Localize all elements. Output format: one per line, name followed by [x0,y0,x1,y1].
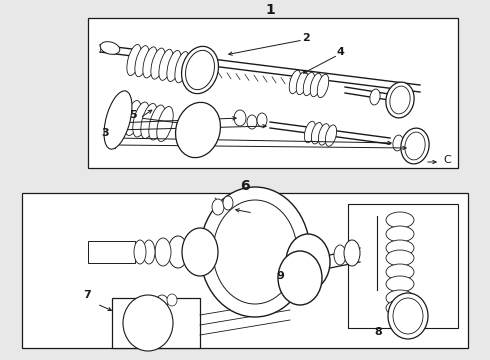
Ellipse shape [181,46,219,94]
Ellipse shape [104,91,132,149]
Ellipse shape [180,107,216,153]
Ellipse shape [393,298,423,334]
Ellipse shape [187,234,213,270]
Bar [88,241,135,263]
Ellipse shape [257,113,267,127]
Ellipse shape [325,125,337,146]
Ellipse shape [386,264,414,280]
Ellipse shape [386,212,414,228]
Ellipse shape [100,42,120,54]
Ellipse shape [334,245,346,265]
Ellipse shape [386,300,414,316]
Ellipse shape [386,276,414,292]
Text: 7: 7 [83,290,91,300]
Ellipse shape [132,327,140,335]
Ellipse shape [144,335,152,343]
Ellipse shape [167,294,177,306]
Text: 5: 5 [129,110,137,120]
Ellipse shape [132,311,140,319]
Bar [88,18,458,168]
Ellipse shape [123,295,173,351]
Ellipse shape [393,135,403,151]
Ellipse shape [303,72,315,96]
Ellipse shape [284,257,316,299]
Ellipse shape [386,290,414,306]
Ellipse shape [286,234,330,290]
Ellipse shape [130,303,166,343]
Ellipse shape [175,102,220,158]
Text: 6: 6 [240,179,250,193]
Ellipse shape [155,238,171,266]
Ellipse shape [318,124,330,145]
Ellipse shape [157,107,173,141]
Ellipse shape [344,240,360,266]
Ellipse shape [151,48,165,79]
Ellipse shape [182,228,218,276]
Ellipse shape [133,102,149,137]
Ellipse shape [175,52,189,83]
Ellipse shape [390,86,410,114]
Ellipse shape [296,71,308,95]
Ellipse shape [289,70,301,94]
Text: 9: 9 [276,271,284,281]
Bar [348,204,458,328]
Text: C: C [443,155,451,165]
Ellipse shape [167,50,181,81]
Ellipse shape [317,74,329,98]
Ellipse shape [310,73,322,97]
Text: 2: 2 [302,33,310,43]
Ellipse shape [223,196,233,210]
Ellipse shape [278,251,322,305]
Ellipse shape [156,311,164,319]
Ellipse shape [247,115,257,129]
Ellipse shape [304,121,316,143]
Ellipse shape [149,105,165,140]
Ellipse shape [386,250,414,266]
Ellipse shape [213,200,297,304]
Ellipse shape [386,240,414,256]
Bar [112,298,200,348]
Ellipse shape [141,104,157,139]
Ellipse shape [186,50,215,90]
Ellipse shape [156,327,164,335]
Text: 8: 8 [374,327,382,337]
Ellipse shape [143,240,155,264]
Text: 1: 1 [265,3,275,17]
Text: 3: 3 [101,128,109,138]
Ellipse shape [405,132,425,160]
Ellipse shape [127,45,141,76]
Ellipse shape [386,82,414,118]
Ellipse shape [156,295,168,309]
Ellipse shape [168,236,188,268]
Ellipse shape [234,110,246,126]
Ellipse shape [291,240,325,284]
Text: 4: 4 [336,47,344,57]
Ellipse shape [212,199,224,215]
Ellipse shape [311,122,322,144]
Ellipse shape [370,89,380,105]
Ellipse shape [135,46,149,77]
Ellipse shape [200,187,310,317]
Ellipse shape [144,303,152,311]
Ellipse shape [401,128,429,164]
Ellipse shape [388,293,428,339]
Bar [22,193,468,348]
Ellipse shape [159,49,173,80]
Ellipse shape [125,100,141,135]
Ellipse shape [134,240,146,264]
Ellipse shape [386,226,414,242]
Ellipse shape [143,47,157,78]
